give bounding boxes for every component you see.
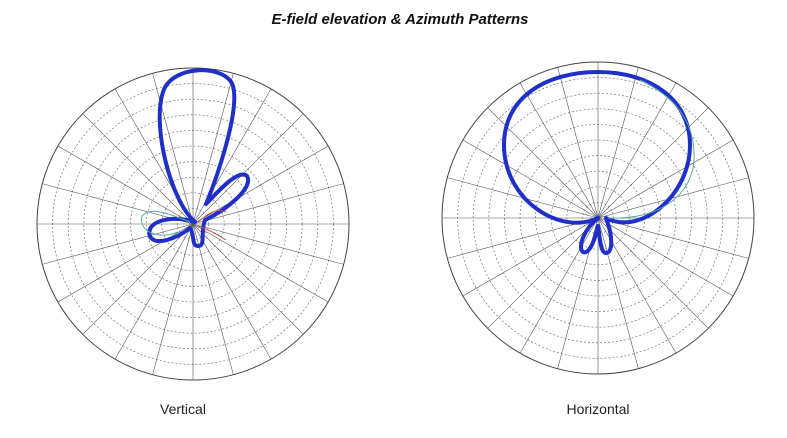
caption: Vertical	[160, 401, 206, 417]
grid-spoke	[192, 73, 234, 225]
grid-spoke	[597, 217, 709, 329]
grid-spoke	[57, 223, 194, 303]
grid-spoke	[597, 177, 749, 219]
grid-spoke	[152, 223, 194, 375]
grid-spoke	[192, 223, 344, 265]
vertical-pattern-trace	[141, 210, 191, 236]
grid-spoke	[597, 82, 677, 219]
grid-spoke	[57, 145, 194, 225]
grid-spoke	[192, 223, 234, 375]
horizontal-pattern-trace	[607, 79, 695, 219]
horizontal-pattern	[502, 70, 692, 255]
vertical-pattern	[147, 68, 251, 248]
grid-spoke	[192, 223, 304, 335]
grid-spoke	[462, 139, 599, 219]
grid-spoke	[557, 67, 599, 219]
grid-spoke	[519, 82, 599, 219]
polar-grids	[36, 61, 755, 381]
grid-spoke	[192, 113, 304, 225]
grid-spoke	[462, 217, 599, 297]
grid-spoke	[447, 217, 599, 259]
grid-spoke	[597, 217, 734, 297]
grid-spoke	[82, 223, 194, 335]
grid-spoke	[192, 183, 344, 225]
caption: Horizontal	[566, 401, 629, 417]
grid-spoke	[487, 217, 599, 329]
grid-spoke	[597, 107, 709, 219]
grid-spoke	[192, 223, 329, 303]
vertical-pattern-trace	[197, 209, 227, 241]
grid-spoke	[192, 223, 272, 360]
grid-spoke	[152, 73, 194, 225]
grid-spoke	[519, 217, 599, 354]
grid-spoke	[597, 139, 734, 219]
grid-spoke	[114, 223, 194, 360]
grid-spoke	[42, 223, 194, 265]
grid-spoke	[597, 217, 639, 369]
grid-spoke	[597, 67, 639, 219]
figure-title: E-field elevation & Azimuth Patterns	[272, 11, 529, 28]
grid-spoke	[597, 217, 749, 259]
grid-spoke	[82, 113, 194, 225]
